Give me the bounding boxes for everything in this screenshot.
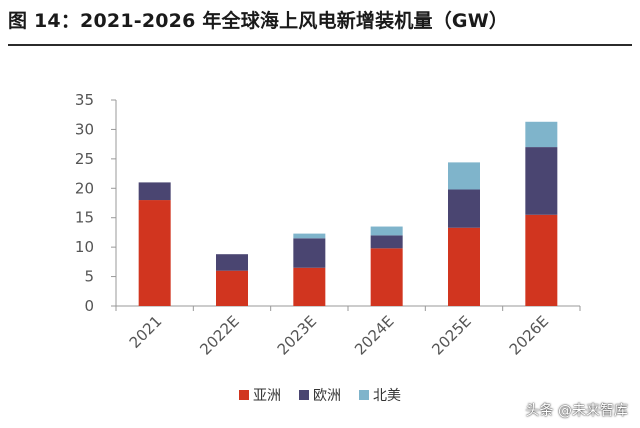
title-divider: [8, 44, 632, 46]
bar-segment: [293, 267, 326, 306]
y-tick-label: 15: [75, 209, 94, 227]
bar-segment: [525, 121, 558, 148]
bar-segment: [525, 147, 558, 215]
y-tick-label: 25: [75, 150, 94, 168]
bar-segment: [370, 248, 403, 306]
bar-segment: [138, 182, 171, 201]
stacked-bar-chart: 0 5 10 15 20 25 30 35 2021 2022E 2023E 2024E 2025E 20…: [75, 91, 581, 359]
bar-segment: [448, 189, 480, 228]
y-tick-label: 30: [75, 120, 94, 138]
bar-segment: [216, 270, 248, 306]
bar-segment: [293, 238, 326, 268]
y-tick-label: 20: [75, 179, 94, 197]
x-tick-label: 2023E: [274, 312, 320, 358]
y-tick-label: 35: [75, 91, 94, 109]
legend-swatch-north-america: [359, 390, 369, 400]
bar-segment: [448, 227, 480, 306]
x-tick-label: 2021: [126, 312, 166, 352]
bar-segment: [525, 214, 558, 306]
chart-legend: 亚洲 欧洲 北美: [0, 385, 640, 405]
y-tick-label: 5: [84, 268, 94, 286]
x-tick-label: 2025E: [428, 312, 474, 358]
legend-item-asia: 亚洲: [239, 385, 281, 405]
y-tick-label: 0: [84, 297, 94, 315]
bar-segment: [138, 200, 171, 306]
legend-item-europe: 欧洲: [299, 385, 341, 405]
legend-item-north-america: 北美: [359, 385, 401, 405]
y-tick-label: 10: [75, 238, 94, 256]
x-tick-label: 2022E: [196, 312, 242, 358]
watermark: 头条 @未来智库: [525, 403, 628, 419]
bar-segment: [216, 254, 248, 271]
chart-title: 图 14：2021-2026 年全球海上风电新增装机量（GW）: [8, 10, 509, 32]
legend-swatch-asia: [239, 390, 249, 400]
bar-segment: [370, 226, 403, 236]
bar-segment: [370, 235, 403, 249]
legend-swatch-europe: [299, 390, 309, 400]
legend-label-europe: 欧洲: [313, 388, 341, 404]
x-tick-label: 2024E: [351, 312, 397, 358]
bar-segment: [448, 162, 480, 190]
bar-segment: [293, 233, 326, 239]
x-tick-label: 2026E: [506, 312, 552, 358]
legend-label-north-america: 北美: [373, 388, 401, 404]
legend-label-asia: 亚洲: [253, 388, 281, 404]
